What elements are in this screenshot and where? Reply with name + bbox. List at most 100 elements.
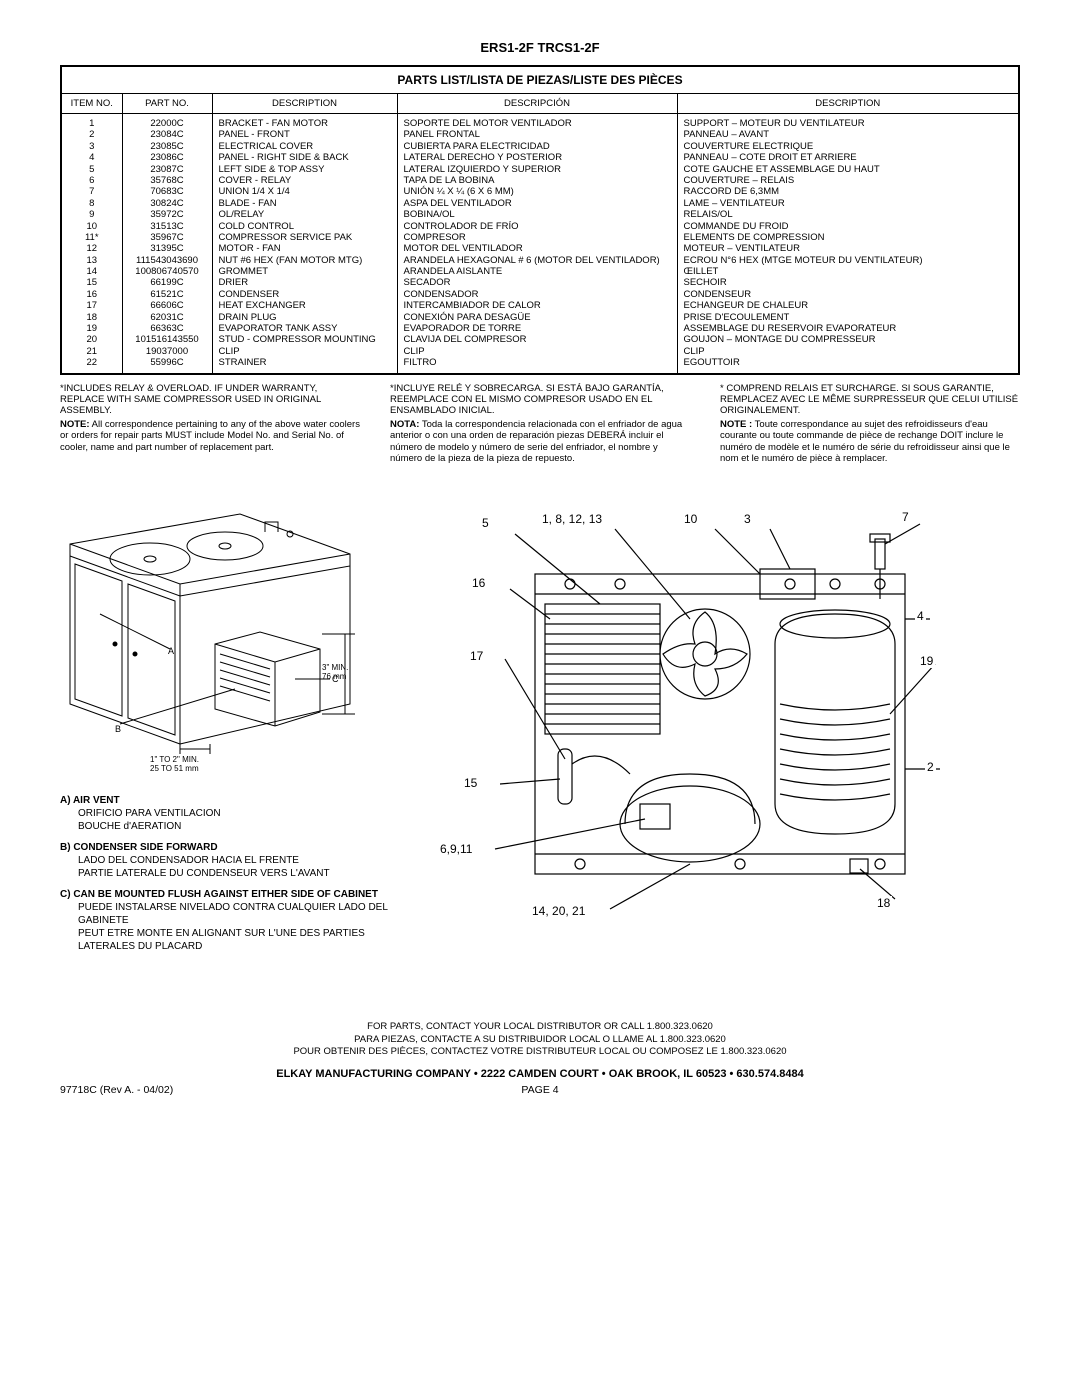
table-cell: 12 (62, 243, 122, 254)
table-cell: COMPRESOR (397, 232, 677, 243)
table-cell: COLD CONTROL (212, 221, 397, 232)
table-cell: BRACKET - FAN MOTOR (212, 114, 397, 130)
note-fr: * COMPREND RELAIS ET SURCHARGE. SI SOUS … (720, 383, 1020, 465)
callout-4: 4 (915, 609, 926, 623)
table-cell: EVAPORATOR TANK ASSY (212, 323, 397, 334)
dim-1to2in: 1" TO 2" MIN. 25 TO 51 mm (150, 756, 199, 774)
footer-bottom: 97718C (Rev A. - 04/02) PAGE 4 (60, 1084, 1020, 1096)
table-row: 323085CELECTRICAL COVERCUBIERTA PARA ELE… (62, 141, 1018, 152)
table-row: 223084CPANEL - FRONTPANEL FRONTALPANNEAU… (62, 129, 1018, 140)
table-cell: DRAIN PLUG (212, 312, 397, 323)
legend: A) AIR VENT ORIFICIO PARA VENTILACION BO… (60, 794, 390, 953)
table-cell: ARANDELA HEXAGONAL # 6 (MOTOR DEL VENTIL… (397, 255, 677, 266)
table-cell: CONDENSADOR (397, 289, 677, 300)
table-cell: 14 (62, 266, 122, 277)
contact-fr: POUR OBTENIR DES PIÈCES, CONTACTEZ VOTRE… (60, 1046, 1020, 1058)
table-cell: GOUJON – MONTAGE DU COMPRESSEUR (677, 334, 1018, 345)
legend-a-fr: BOUCHE d'AERATION (60, 820, 390, 833)
table-cell: EVAPORADOR DE TORRE (397, 323, 677, 334)
table-cell: 23087C (122, 164, 212, 175)
table-cell: SECADOR (397, 277, 677, 288)
table-cell: CONEXIÓN PARA DESAGÜE (397, 312, 677, 323)
table-cell: 31395C (122, 243, 212, 254)
table-row: 770683CUNION 1/4 X 1/4UNIÓN ¼ X ¼ (6 X 6… (62, 186, 1018, 197)
table-cell: 35967C (122, 232, 212, 243)
table-cell: 9 (62, 209, 122, 220)
table-cell: STUD - COMPRESSOR MOUNTING (212, 334, 397, 345)
table-cell: 61521C (122, 289, 212, 300)
footer-page: PAGE 4 (380, 1084, 700, 1096)
table-cell: 19037000 (122, 346, 212, 357)
callout-1-8-12-13: 1, 8, 12, 13 (540, 512, 604, 526)
table-row: 1566199CDRIERSECADORSECHOIR (62, 277, 1018, 288)
table-cell: SUPPORT – MOTEUR DU VENTILATEUR (677, 114, 1018, 130)
note-text-es: Toda la correspondencia relacionada con … (390, 419, 682, 464)
table-cell: 11* (62, 232, 122, 243)
note-en: *INCLUDES RELAY & OVERLOAD. IF UNDER WAR… (60, 383, 360, 465)
table-cell: 21 (62, 346, 122, 357)
table-cell: 22 (62, 357, 122, 372)
callout-2: 2 (925, 760, 936, 774)
table-cell: 19 (62, 323, 122, 334)
note-text-fr: Toute correspondance au sujet des refroi… (720, 419, 1010, 464)
table-row: 122000CBRACKET - FAN MOTORSOPORTE DEL MO… (62, 114, 1018, 130)
parts-table-container: PARTS LIST/LISTA DE PIEZAS/LISTE DES PIÈ… (60, 65, 1020, 375)
table-cell: MOTOR DEL VENTILADOR (397, 243, 677, 254)
table-row: 1766606CHEAT EXCHANGERINTERCAMBIADOR DE … (62, 300, 1018, 311)
table-cell: 66199C (122, 277, 212, 288)
table-title: PARTS LIST/LISTA DE PIEZAS/LISTE DES PIÈ… (62, 67, 1018, 94)
table-row: 1862031CDRAIN PLUGCONEXIÓN PARA DESAGÜEP… (62, 312, 1018, 323)
table-cell: RELAIS/OL (677, 209, 1018, 220)
table-cell: 10 (62, 221, 122, 232)
table-row: 14100806740570GROMMETARANDELA AISLANTEŒI… (62, 266, 1018, 277)
legend-b-fr: PARTIE LATERALE DU CONDENSEUR VERS L'AVA… (60, 867, 390, 880)
table-cell: ELECTRICAL COVER (212, 141, 397, 152)
table-cell: RACCORD DE 6,3MM (677, 186, 1018, 197)
figures-area: A B C 3" MIN. 76 mm 1" TO 2" MIN. 25 TO … (60, 504, 1020, 961)
callout-7: 7 (900, 510, 911, 524)
col-desc-es: DESCRIPCIÓN (397, 94, 677, 114)
table-cell: TAPA DE LA BOBINA (397, 175, 677, 186)
svg-text:B: B (115, 724, 121, 734)
table-cell: BOBINA/OL (397, 209, 677, 220)
table-cell: HEAT EXCHANGER (212, 300, 397, 311)
table-cell: 7 (62, 186, 122, 197)
legend-b-head: B) CONDENSER SIDE FORWARD (60, 841, 390, 854)
table-cell: CONDENSEUR (677, 289, 1018, 300)
table-cell: 23084C (122, 129, 212, 140)
note-label-en: NOTE: (60, 419, 90, 430)
table-cell: 35972C (122, 209, 212, 220)
table-cell: 66606C (122, 300, 212, 311)
table-cell: 18 (62, 312, 122, 323)
table-cell: DRIER (212, 277, 397, 288)
table-cell: 15 (62, 277, 122, 288)
table-cell: ASPA DEL VENTILADOR (397, 198, 677, 209)
table-cell: EGOUTTOIR (677, 357, 1018, 372)
table-cell: 23086C (122, 152, 212, 163)
table-cell: LATERAL IZQUIERDO Y SUPERIOR (397, 164, 677, 175)
table-cell: 23085C (122, 141, 212, 152)
table-cell: GROMMET (212, 266, 397, 277)
note-label-fr: NOTE : (720, 419, 752, 430)
table-cell: COMPRESSOR SERVICE PAK (212, 232, 397, 243)
callout-10: 10 (682, 512, 699, 526)
callout-6-9-11: 6,9,11 (438, 842, 474, 856)
table-cell: 70683C (122, 186, 212, 197)
table-cell: UNIÓN ¼ X ¼ (6 X 6 MM) (397, 186, 677, 197)
table-row: 1966363CEVAPORATOR TANK ASSYEVAPORADOR D… (62, 323, 1018, 334)
table-cell: 20 (62, 334, 122, 345)
table-cell: ECHANGEUR DE CHALEUR (677, 300, 1018, 311)
table-cell: CLIP (212, 346, 397, 357)
table-cell: CLIP (677, 346, 1018, 357)
table-row: 1661521CCONDENSERCONDENSADORCONDENSEUR (62, 289, 1018, 300)
table-cell: 5 (62, 164, 122, 175)
table-cell: 4 (62, 152, 122, 163)
table-cell: INTERCAMBIADOR DE CALOR (397, 300, 677, 311)
table-row: 935972COL/RELAYBOBINA/OLRELAIS/OL (62, 209, 1018, 220)
table-cell: MOTEUR – VENTILATEUR (677, 243, 1018, 254)
table-row: 523087CLEFT SIDE & TOP ASSYLATERAL IZQUI… (62, 164, 1018, 175)
col-desc-fr: DESCRIPTION (677, 94, 1018, 114)
table-cell: 111543043690 (122, 255, 212, 266)
legend-c-es: PUEDE INSTALARSE NIVELADO CONTRA CUALQUI… (60, 901, 390, 927)
table-cell: CLAVIJA DEL COMPRESOR (397, 334, 677, 345)
